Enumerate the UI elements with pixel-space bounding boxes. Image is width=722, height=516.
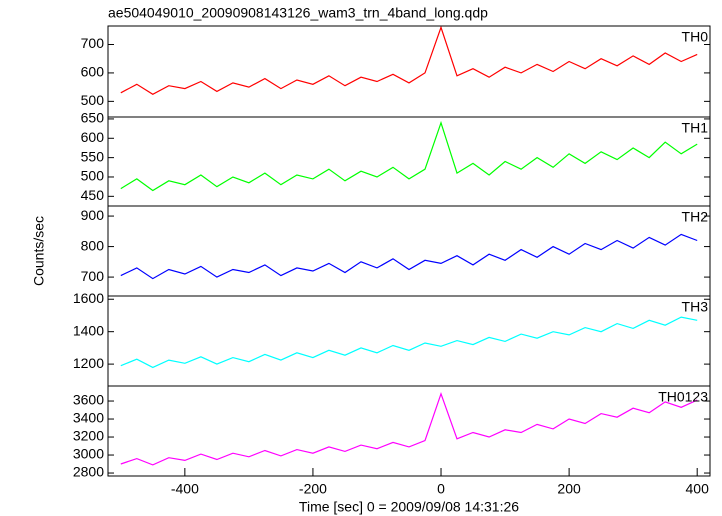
- panel-frame: [107, 116, 711, 207]
- x-tick-label: 400: [686, 481, 710, 497]
- y-tick-label: 1600: [73, 290, 104, 306]
- x-tick-label: -200: [299, 481, 327, 497]
- y-tick-label: 3000: [73, 446, 104, 462]
- series-label: TH2: [682, 209, 709, 225]
- y-tick-label: 3400: [73, 410, 104, 426]
- x-tick-label: 0: [437, 481, 445, 497]
- y-tick-label: 600: [81, 129, 105, 145]
- panel-frame: [107, 205, 711, 297]
- series-label: TH0123: [658, 389, 708, 405]
- y-tick-label: 500: [81, 92, 105, 108]
- chart-title: ae504049010_20090908143126_wam3_trn_4ban…: [108, 5, 488, 21]
- series-label: TH1: [682, 120, 709, 136]
- y-tick-label: 1200: [73, 355, 104, 371]
- series-label: TH0: [682, 29, 709, 45]
- y-tick-label: 800: [81, 237, 105, 253]
- panel-frame: [107, 25, 711, 118]
- data-line: [120, 316, 698, 369]
- x-tick-label: 200: [557, 481, 581, 497]
- data-line: [120, 120, 698, 192]
- y-tick-label: 600: [81, 64, 105, 80]
- y-tick-label: 700: [81, 35, 105, 51]
- y-tick-label: 3600: [73, 392, 104, 408]
- y-tick-label: 450: [81, 187, 105, 203]
- y-tick-label: 3200: [73, 428, 104, 444]
- data-line: [120, 391, 698, 466]
- series-label: TH3: [682, 299, 709, 315]
- panel-frame: [107, 385, 711, 477]
- data-line: [120, 233, 698, 280]
- y-tick-label: 900: [81, 207, 105, 223]
- y-tick-label: 700: [81, 268, 105, 284]
- y-axis-label: Counts/sec: [31, 216, 47, 286]
- y-tick-label: 500: [81, 168, 105, 184]
- x-tick-label: -400: [171, 481, 199, 497]
- y-tick-label: 650: [81, 110, 105, 126]
- y-tick-label: 550: [81, 148, 105, 164]
- data-line: [120, 25, 698, 95]
- x-axis-label: Time [sec] 0 = 2009/09/08 14:31:26: [299, 499, 519, 515]
- y-tick-label: 2800: [73, 464, 104, 480]
- y-tick-label: 1400: [73, 322, 104, 338]
- panel-frame: [107, 295, 711, 387]
